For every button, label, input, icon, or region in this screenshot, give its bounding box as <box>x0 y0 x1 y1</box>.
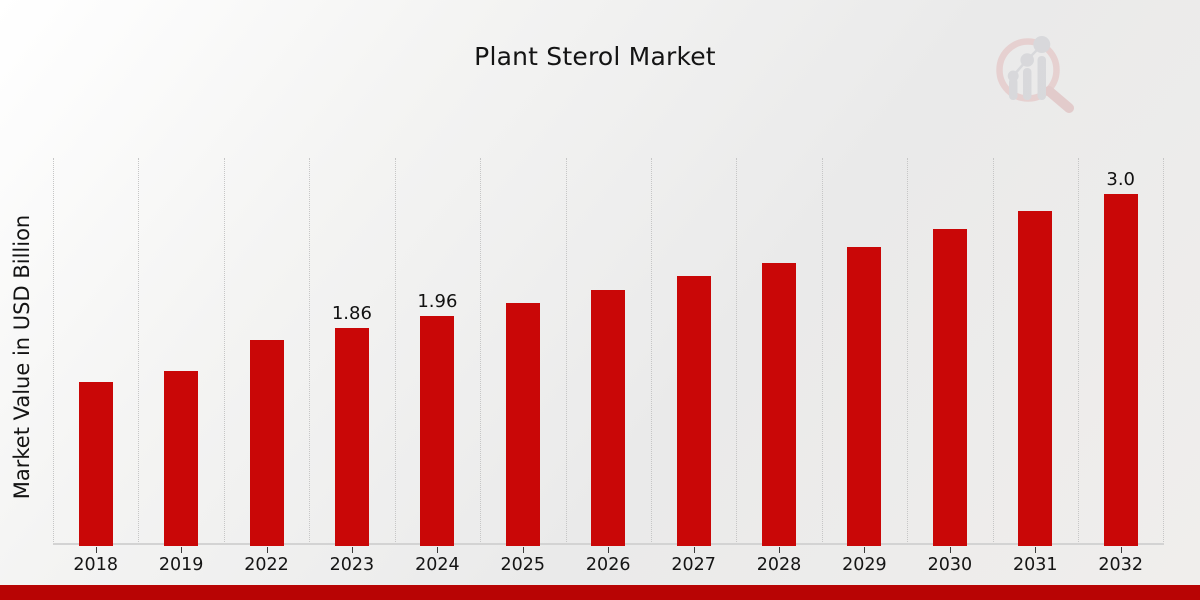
x-axis-tick <box>266 547 268 553</box>
logo-bar-icon <box>1037 56 1046 100</box>
vertical-gridline <box>480 158 482 544</box>
x-axis-tick <box>1035 547 1037 553</box>
x-tick-label-2026: 2026 <box>585 555 631 575</box>
bar-2018 <box>78 381 113 546</box>
logo-bar-icon <box>1023 68 1032 100</box>
bottom-banner <box>0 585 1200 600</box>
bar-2030 <box>932 229 967 546</box>
bar-2022 <box>249 339 284 546</box>
plot-area: 2018 2019 2022 2023 1.86 2024 1.96 2025 2026 2027… <box>53 158 1165 575</box>
x-tick-label-2018: 2018 <box>73 555 118 575</box>
logo-dot-icon <box>1007 70 1019 82</box>
bar-2028 <box>762 263 796 546</box>
x-axis-tick <box>352 547 353 553</box>
logo-dot-icon <box>1020 53 1034 67</box>
x-tick-label-2031: 2031 <box>1013 555 1058 575</box>
vertical-gridline <box>1078 158 1079 544</box>
vertical-gridline <box>394 158 396 544</box>
x-axis-tick <box>949 547 951 553</box>
bar-2023 <box>335 327 369 546</box>
bar-value-label-2024: 1.96 <box>417 291 458 313</box>
bar-value-label-2023: 1.86 <box>331 303 372 325</box>
vertical-gridline <box>138 158 140 544</box>
magnifier-handle-icon <box>1044 86 1074 113</box>
x-axis-tick <box>95 547 97 553</box>
x-axis-tick <box>181 547 183 553</box>
x-tick-label-2023: 2023 <box>329 555 375 575</box>
vertical-gridline <box>650 158 652 544</box>
magnifier-bar-chart-logo-watermark <box>996 36 1074 113</box>
vertical-gridline <box>1163 158 1165 544</box>
vertical-gridline <box>992 158 994 544</box>
x-tick-label-2028: 2028 <box>756 555 802 575</box>
x-axis-tick <box>864 547 866 553</box>
logo-dot-icon <box>1033 36 1051 53</box>
vertical-gridline <box>907 158 909 544</box>
x-axis-tick <box>779 547 780 553</box>
bar-2025 <box>505 303 540 546</box>
x-tick-label-2030: 2030 <box>927 555 973 575</box>
vertical-gridline <box>53 158 54 544</box>
x-axis-tick <box>693 547 695 553</box>
x-tick-label-2024: 2024 <box>415 555 460 575</box>
bar-2031 <box>1018 210 1053 546</box>
x-tick-label-2025: 2025 <box>500 555 546 575</box>
x-tick-label-2022: 2022 <box>244 555 289 575</box>
vertical-gridline <box>736 158 738 544</box>
vertical-gridline <box>223 158 225 544</box>
vertical-gridline <box>309 158 311 544</box>
vertical-gridline <box>565 158 567 544</box>
x-axis-tick <box>1120 547 1122 553</box>
chart-title: Plant Sterol Market <box>474 42 716 71</box>
y-axis-label: Market Value in USD Billion <box>10 214 34 500</box>
x-axis-tick <box>522 547 524 553</box>
bar-2032 <box>1103 194 1138 546</box>
x-tick-label-2019: 2019 <box>158 555 204 575</box>
bar-2019 <box>164 371 199 546</box>
logo-bar-icon <box>1009 78 1018 100</box>
x-tick-label-2032: 2032 <box>1098 555 1143 575</box>
x-tick-label-2027: 2027 <box>671 555 716 575</box>
bar-value-label-2032: 3.0 <box>1106 169 1136 191</box>
x-tick-label-2029: 2029 <box>842 555 887 575</box>
bar-2024 <box>420 316 455 546</box>
bar-2027 <box>676 276 711 546</box>
x-axis-tick <box>437 547 439 553</box>
bar-2026 <box>591 290 626 546</box>
x-axis-tick <box>608 547 610 553</box>
bar-2029 <box>847 246 882 546</box>
vertical-gridline <box>821 158 823 544</box>
